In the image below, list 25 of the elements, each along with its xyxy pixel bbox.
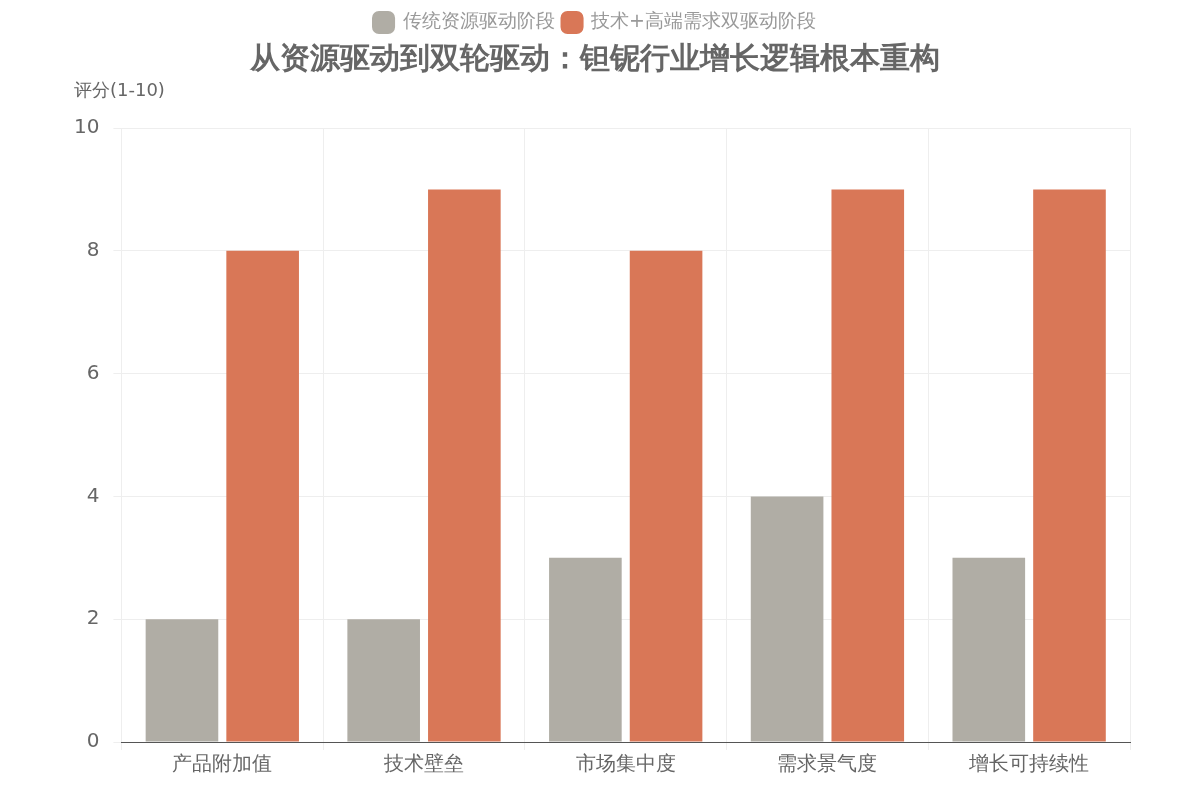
x-tick-label: 需求景气度 — [777, 751, 878, 776]
y-tick-label: 0 — [86, 728, 100, 753]
bar — [549, 557, 622, 742]
bar — [750, 496, 824, 742]
bar — [831, 189, 905, 742]
bar — [145, 619, 219, 742]
bar — [226, 250, 299, 742]
y-tick-label: 10 — [74, 114, 100, 139]
legend-label: 技术+高端需求双驱动阶段 — [590, 9, 816, 32]
x-tick-label: 技术壁垒 — [383, 751, 465, 776]
y-tick-label: 6 — [86, 359, 100, 384]
x-tick-label: 增长可持续性 — [968, 751, 1090, 776]
x-tick-label: 市场集中度 — [575, 751, 676, 776]
legend-label: 传统资源驱动阶段 — [402, 9, 555, 32]
y-axis-title: 评分(1-10) — [74, 78, 165, 100]
x-tick-label: 产品附加值 — [172, 751, 273, 776]
bar — [1033, 189, 1106, 742]
bar — [629, 250, 703, 742]
y-tick-label: 8 — [86, 237, 100, 261]
chart-title: 从资源驱动到双轮驱动：钽铌行业增长逻辑根本重构 — [249, 39, 940, 75]
bar — [347, 619, 420, 742]
y-tick-label: 2 — [86, 605, 100, 630]
bar — [952, 557, 1026, 742]
bar — [428, 189, 501, 742]
y-tick-label: 4 — [86, 482, 100, 507]
